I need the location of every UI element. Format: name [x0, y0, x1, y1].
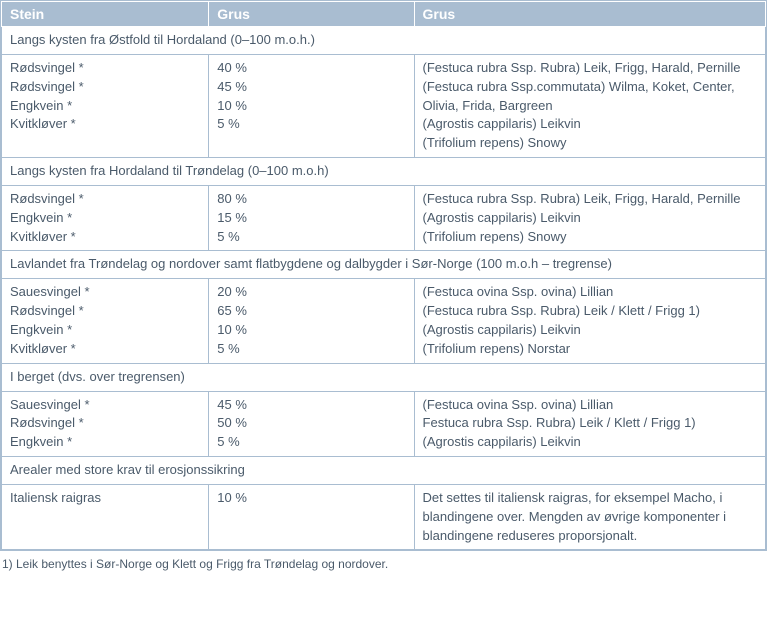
- cell-line: (Festuca rubra Ssp. Rubra) Leik, Frigg, …: [423, 190, 757, 209]
- cell-line: Engkvein *: [10, 433, 200, 452]
- cell-col3: (Festuca rubra Ssp. Rubra) Leik, Frigg, …: [414, 54, 765, 157]
- cell-line: Kvitkløver *: [10, 340, 200, 359]
- section-title: Lavlandet fra Trøndelag og nordover samt…: [2, 251, 766, 279]
- header-row: Stein Grus Grus: [2, 2, 766, 27]
- section-title-row: Arealer med store krav til erosjonssikri…: [2, 457, 766, 485]
- cell-line: Kvitkløver *: [10, 228, 200, 247]
- header-cell-3: Grus: [414, 2, 765, 27]
- table-container: Stein Grus Grus Langs kysten fra Østfold…: [0, 0, 767, 551]
- cell-col1: Italiensk raigras: [2, 484, 209, 550]
- cell-line: 10 %: [217, 321, 405, 340]
- cell-line: Festuca rubra Ssp. Rubra) Leik / Klett /…: [423, 414, 757, 433]
- section-title-row: Langs kysten fra Østfold til Hordaland (…: [2, 27, 766, 55]
- cell-line: Rødsvingel *: [10, 414, 200, 433]
- section-title-row: Langs kysten fra Hordaland til Trøndelag…: [2, 158, 766, 186]
- cell-line: (Trifolium repens) Norstar: [423, 340, 757, 359]
- section-title-row: I berget (dvs. over tregrensen): [2, 363, 766, 391]
- section-title: Langs kysten fra Østfold til Hordaland (…: [2, 27, 766, 55]
- cell-line: Rødsvingel *: [10, 302, 200, 321]
- cell-line: 20 %: [217, 283, 405, 302]
- cell-line: 5 %: [217, 115, 405, 134]
- cell-col3: (Festuca ovina Ssp. ovina) Lillian(Festu…: [414, 279, 765, 363]
- header-cell-2: Grus: [209, 2, 414, 27]
- cell-line: (Agrostis cappilaris) Leikvin: [423, 433, 757, 452]
- cell-line: 10 %: [217, 489, 405, 508]
- cell-line: Rødsvingel *: [10, 78, 200, 97]
- cell-line: 10 %: [217, 97, 405, 116]
- cell-line: 80 %: [217, 190, 405, 209]
- table-row: Italiensk raigras 10 % Det settes til ital…: [2, 484, 766, 550]
- cell-line: 45 %: [217, 78, 405, 97]
- cell-col3: (Festuca rubra Ssp. Rubra) Leik, Frigg, …: [414, 185, 765, 251]
- cell-line: Rødsvingel *: [10, 190, 200, 209]
- cell-line: Det settes til italiensk raigras, for ek…: [423, 489, 757, 546]
- cell-col3: Det settes til italiensk raigras, for ek…: [414, 484, 765, 550]
- cell-line: 5 %: [217, 340, 405, 359]
- cell-line: (Festuca ovina Ssp. ovina) Lillian: [423, 396, 757, 415]
- cell-line: 5 %: [217, 433, 405, 452]
- cell-line: (Trifolium repens) Snowy: [423, 134, 757, 153]
- cell-line: (Festuca rubra Ssp.commutata) Wilma, Kok…: [423, 78, 757, 116]
- cell-line: 45 %: [217, 396, 405, 415]
- cell-line: (Festuca rubra Ssp. Rubra) Leik / Klett …: [423, 302, 757, 321]
- cell-line: Sauesvingel *: [10, 396, 200, 415]
- cell-line: 65 %: [217, 302, 405, 321]
- cell-col2: 40 %45 %10 %5 %: [209, 54, 414, 157]
- cell-col3: (Festuca ovina Ssp. ovina) LillianFestuc…: [414, 391, 765, 457]
- cell-col1: Rødsvingel *Engkvein *Kvitkløver *: [2, 185, 209, 251]
- table-body: Langs kysten fra Østfold til Hordaland (…: [2, 27, 766, 550]
- cell-col1: Sauesvingel *Rødsvingel *Engkvein *: [2, 391, 209, 457]
- cell-line: Engkvein *: [10, 321, 200, 340]
- footnote: 1) Leik benyttes i Sør-Norge og Klett og…: [0, 551, 769, 571]
- cell-col2: 20 %65 %10 %5 %: [209, 279, 414, 363]
- main-table: Stein Grus Grus Langs kysten fra Østfold…: [1, 1, 766, 550]
- cell-line: Engkvein *: [10, 209, 200, 228]
- section-title: I berget (dvs. over tregrensen): [2, 363, 766, 391]
- table-row: Sauesvingel *Rødsvingel *Engkvein *Kvitk…: [2, 279, 766, 363]
- section-title-row: Lavlandet fra Trøndelag og nordover samt…: [2, 251, 766, 279]
- cell-line: 50 %: [217, 414, 405, 433]
- cell-col2: 80 %15 %5 %: [209, 185, 414, 251]
- cell-line: Kvitkløver *: [10, 115, 200, 134]
- cell-line: (Agrostis cappilaris) Leikvin: [423, 321, 757, 340]
- cell-col1: Rødsvingel *Rødsvingel *Engkvein *Kvitkl…: [2, 54, 209, 157]
- cell-line: Sauesvingel *: [10, 283, 200, 302]
- section-title: Langs kysten fra Hordaland til Trøndelag…: [2, 158, 766, 186]
- cell-line: 5 %: [217, 228, 405, 247]
- cell-line: 40 %: [217, 59, 405, 78]
- cell-line: (Festuca ovina Ssp. ovina) Lillian: [423, 283, 757, 302]
- cell-line: (Trifolium repens) Snowy: [423, 228, 757, 247]
- table-row: Rødsvingel *Rødsvingel *Engkvein *Kvitkl…: [2, 54, 766, 157]
- cell-col2: 45 %50 %5 %: [209, 391, 414, 457]
- cell-line: 15 %: [217, 209, 405, 228]
- cell-col1: Sauesvingel *Rødsvingel *Engkvein *Kvitk…: [2, 279, 209, 363]
- section-title: Arealer med store krav til erosjonssikri…: [2, 457, 766, 485]
- table-row: Sauesvingel *Rødsvingel *Engkvein *45 %5…: [2, 391, 766, 457]
- cell-line: (Agrostis cappilaris) Leikvin: [423, 115, 757, 134]
- cell-line: (Festuca rubra Ssp. Rubra) Leik, Frigg, …: [423, 59, 757, 78]
- cell-line: (Agrostis cappilaris) Leikvin: [423, 209, 757, 228]
- table-row: Rødsvingel *Engkvein *Kvitkløver *80 %15…: [2, 185, 766, 251]
- cell-line: Italiensk raigras: [10, 489, 200, 508]
- header-cell-1: Stein: [2, 2, 209, 27]
- cell-col2: 10 %: [209, 484, 414, 550]
- cell-line: Engkvein *: [10, 97, 200, 116]
- cell-line: Rødsvingel *: [10, 59, 200, 78]
